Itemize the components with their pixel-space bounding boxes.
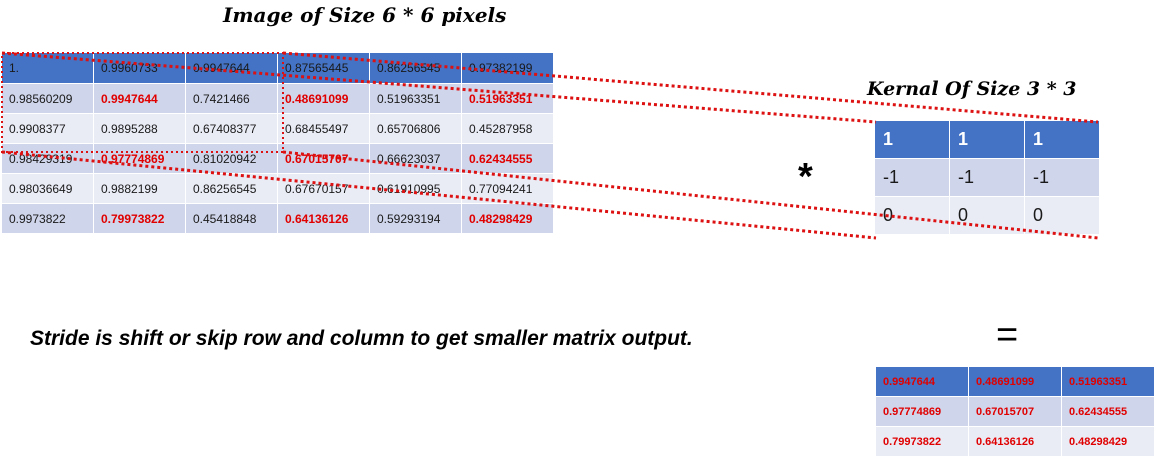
image-matrix: 1. 0.9960733 0.9947644 0.87565445 0.86256545…: [1, 52, 554, 234]
image-matrix-row: 0.98560209 0.9947644 0.7421466 0.48691099 0.…: [1, 83, 554, 114]
image-title: Image of Size 6 * 6 pixels: [223, 3, 507, 27]
image-matrix-cell: 0.66623037: [369, 143, 462, 174]
output-matrix-cell: 0.97774869: [875, 396, 969, 427]
output-matrix: 0.9947644 0.48691099 0.51963351 0.97774869 0…: [875, 366, 1155, 457]
image-matrix-cell: 0.77094241: [461, 173, 554, 204]
image-matrix-cell: 0.9960733: [93, 52, 186, 84]
image-matrix-cell: 0.86256545: [369, 52, 462, 84]
image-matrix-cell: 0.67670157: [277, 173, 370, 204]
image-matrix-cell: 0.79973822: [93, 203, 186, 234]
kernel-matrix-row: -1 -1 -1: [874, 158, 1100, 197]
image-matrix-cell: 0.62434555: [461, 143, 554, 174]
image-matrix-cell: 0.9882199: [93, 173, 186, 204]
image-matrix-row: 0.9973822 0.79973822 0.45418848 0.64136126 0…: [1, 203, 554, 234]
kernel-matrix-cell: 1: [874, 120, 950, 159]
image-matrix-cell: 0.98560209: [1, 83, 94, 114]
image-matrix-cell: 0.48691099: [277, 83, 370, 114]
image-matrix-cell: 0.45418848: [185, 203, 278, 234]
image-matrix-cell: 0.81020942: [185, 143, 278, 174]
output-matrix-cell: 0.79973822: [875, 426, 969, 457]
output-matrix-row: 0.97774869 0.67015707 0.62434555: [875, 396, 1155, 427]
image-matrix-cell: 0.51963351: [369, 83, 462, 114]
image-matrix-row: 0.9908377 0.9895288 0.67408377 0.68455497 0.…: [1, 113, 554, 144]
image-matrix-cell: 0.45287958: [461, 113, 554, 144]
image-matrix-cell: 0.67408377: [185, 113, 278, 144]
output-matrix-row: 0.79973822 0.64136126 0.48298429: [875, 426, 1155, 457]
equals-operator: =: [996, 314, 1019, 356]
kernel-title: Kernal Of Size 3 * 3: [867, 78, 1077, 100]
image-matrix-cell: 0.48298429: [461, 203, 554, 234]
image-matrix-cell: 0.97382199: [461, 52, 554, 84]
kernel-matrix-cell: 0: [1024, 196, 1100, 235]
output-matrix-cell: 0.67015707: [968, 396, 1062, 427]
output-matrix-row: 0.9947644 0.48691099 0.51963351: [875, 366, 1155, 397]
kernel-matrix-cell: 1: [1024, 120, 1100, 159]
kernel-matrix-cell: 1: [949, 120, 1025, 159]
kernel-matrix: 1 1 1 -1 -1 -1 0 0 0: [874, 120, 1100, 235]
image-matrix-cell: 0.9973822: [1, 203, 94, 234]
image-matrix-cell: 0.68455497: [277, 113, 370, 144]
output-matrix-cell: 0.51963351: [1061, 366, 1155, 397]
kernel-matrix-cell: 0: [949, 196, 1025, 235]
image-matrix-cell: 0.7421466: [185, 83, 278, 114]
output-matrix-cell: 0.9947644: [875, 366, 969, 397]
stride-description: Stride is shift or skip row and column t…: [30, 327, 693, 350]
image-matrix-cell: 0.97774869: [93, 143, 186, 174]
kernel-matrix-cell: -1: [949, 158, 1025, 197]
image-matrix-cell: 0.9908377: [1, 113, 94, 144]
output-matrix-cell: 0.62434555: [1061, 396, 1155, 427]
image-matrix-cell: 0.98036649: [1, 173, 94, 204]
image-matrix-cell: 0.64136126: [277, 203, 370, 234]
kernel-matrix-cell: 0: [874, 196, 950, 235]
image-matrix-cell: 0.87565445: [277, 52, 370, 84]
output-matrix-cell: 0.48691099: [968, 366, 1062, 397]
image-matrix-cell: 0.9947644: [185, 52, 278, 84]
image-matrix-cell: 0.59293194: [369, 203, 462, 234]
image-matrix-cell: 0.86256545: [185, 173, 278, 204]
kernel-matrix-cell: -1: [874, 158, 950, 197]
image-matrix-row: 1. 0.9960733 0.9947644 0.87565445 0.86256545…: [1, 52, 554, 84]
image-matrix-row: 0.98036649 0.9882199 0.86256545 0.67670157 0…: [1, 173, 554, 204]
image-matrix-cell: 0.61910995: [369, 173, 462, 204]
image-matrix-cell: 0.51963351: [461, 83, 554, 114]
convolution-operator: *: [798, 156, 813, 198]
image-matrix-cell: 0.67015707: [277, 143, 370, 174]
image-matrix-cell: 0.9947644: [93, 83, 186, 114]
image-matrix-row: 0.98429319 0.97774869 0.81020942 0.67015707…: [1, 143, 554, 174]
image-matrix-cell: 0.9895288: [93, 113, 186, 144]
kernel-matrix-cell: -1: [1024, 158, 1100, 197]
output-matrix-cell: 0.64136126: [968, 426, 1062, 457]
image-matrix-cell: 0.98429319: [1, 143, 94, 174]
output-matrix-cell: 0.48298429: [1061, 426, 1155, 457]
image-matrix-cell: 0.65706806: [369, 113, 462, 144]
image-matrix-cell: 1.: [1, 52, 94, 84]
